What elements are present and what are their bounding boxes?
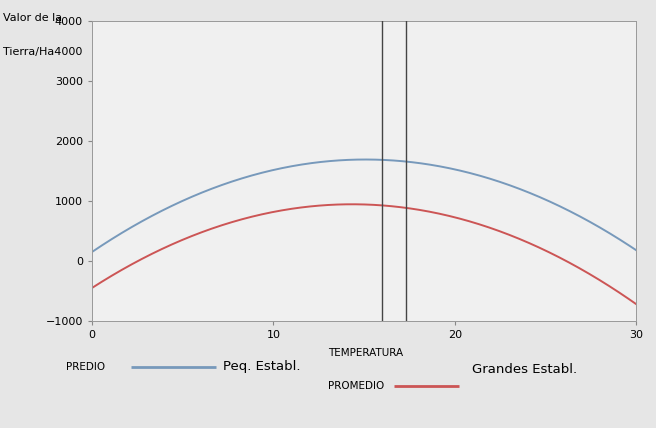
Text: Grandes Establ.: Grandes Establ.: [472, 363, 577, 376]
Text: Valor de la: Valor de la: [3, 13, 62, 23]
Text: Tierra/Ha4000: Tierra/Ha4000: [3, 47, 83, 57]
Text: TEMPERATURA: TEMPERATURA: [328, 348, 403, 358]
Text: PROMEDIO: PROMEDIO: [328, 380, 384, 391]
Text: Peq. Establ.: Peq. Establ.: [223, 360, 300, 373]
Text: PREDIO: PREDIO: [66, 362, 105, 372]
